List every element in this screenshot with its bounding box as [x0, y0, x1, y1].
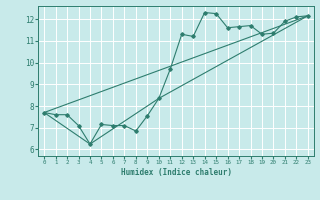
X-axis label: Humidex (Indice chaleur): Humidex (Indice chaleur)	[121, 168, 231, 177]
